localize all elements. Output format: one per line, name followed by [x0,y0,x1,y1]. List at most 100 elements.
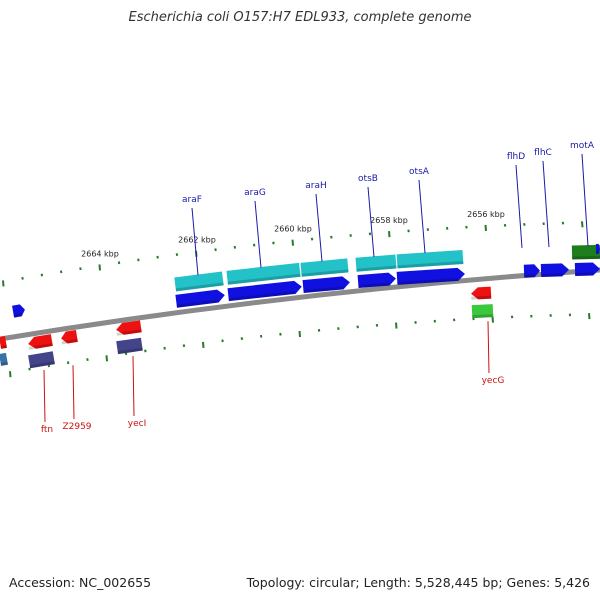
gene-label-araH: araH [305,181,327,191]
cds-araF[interactable] [174,271,224,292]
cds-otsA[interactable] [396,250,464,269]
tick-mark [28,367,31,371]
label-connector [367,186,375,258]
tick-mark [368,232,372,236]
tick-mark [105,355,108,362]
tick-mark [175,253,179,257]
label-connector [515,164,523,248]
tick-mark [317,328,321,332]
gene-otsB[interactable] [357,272,397,289]
tick-mark [491,316,494,323]
kbp-label: 2664 kbp [81,249,119,258]
tick-mark [542,222,545,226]
tick-mark [182,344,186,348]
cds-araG[interactable] [226,262,301,285]
tick-mark [137,258,140,262]
label-connector [191,207,199,276]
gene-label-otsB: otsB [358,174,378,184]
tick-mark [202,341,205,349]
tick-mark [337,327,340,331]
tick-mark [240,337,244,340]
tick-mark [233,245,237,249]
gene-araH[interactable] [302,276,350,294]
gene-Z2959[interactable] [60,330,78,345]
map-title: Escherichia coli O157:H7 EDL933, complet… [128,10,472,25]
tick-mark [79,267,82,271]
label-connector [72,365,75,420]
gene-label-otsA: otsA [409,167,430,177]
tick-mark [414,320,417,324]
label-connector [132,356,135,417]
gene-reverse-left[interactable] [0,336,8,349]
tick-mark [330,235,333,239]
label-connector [487,321,490,374]
tick-mark [221,339,224,343]
gene-label-araF: araF [182,195,202,205]
tick-mark [349,234,352,237]
tick-mark [86,358,89,362]
tick-mark [445,226,449,230]
gene-otsA[interactable] [396,267,466,285]
gene-label-Z2959: Z2959 [62,422,91,432]
gene-label-flhD: flhD [507,152,525,162]
gene-araF[interactable] [175,289,225,308]
gene-ftn[interactable] [27,334,53,350]
tick-mark [117,261,121,265]
gene-label-yecG: yecG [482,376,505,386]
tick-mark [510,315,514,319]
tick-mark [298,330,301,338]
tick-mark [144,349,147,353]
tick-mark [272,241,275,245]
gene-labels: araF araG araH otsB otsA flhD flhC motA ftn Z2959… [41,141,595,435]
cds-araH[interactable] [300,258,349,277]
tick-mark [310,237,314,241]
gene-features[interactable] [0,243,600,369]
label-connector [315,193,323,262]
gene-forward-left[interactable] [12,304,26,318]
kbp-labels: 2664 kbp 2662 kbp 2660 kbp 2658 kbp 2656 kbp [81,210,505,258]
tick-mark [588,313,591,320]
kbp-label: 2660 kbp [274,225,312,234]
genome-summary-text: Topology: circular; Length: 5,528,445 bp… [246,575,590,590]
cds-ftn[interactable] [28,351,55,369]
label-connector [418,179,426,254]
label-connector [581,153,589,247]
gene-flhD[interactable] [523,264,540,278]
gene-yecG[interactable] [471,286,492,300]
genome-backbone [0,267,600,342]
tick-mark [163,346,166,350]
tick-mark [59,270,63,274]
gene-araG[interactable] [227,280,303,302]
label-connector [254,200,262,268]
kbp-label: 2656 kbp [467,210,505,219]
tick-mark [530,314,533,318]
tick-mark [9,371,12,378]
tick-mark [407,229,410,233]
gene-motA[interactable] [574,262,600,276]
cds-yecG[interactable] [471,304,494,319]
label-connector [43,370,46,423]
tick-mark [156,255,159,259]
tick-mark [581,221,584,228]
cds-otsB[interactable] [355,254,397,272]
tick-mark [452,318,456,322]
accession-text: Accession: NC_002655 [9,575,152,590]
cds-motA[interactable] [571,244,600,260]
tick-mark [549,314,552,317]
tick-mark [259,334,263,338]
gene-yecI[interactable] [115,320,142,336]
gene-label-flhC: flhC [534,148,552,158]
tick-mark [375,323,379,327]
tick-mark [523,222,526,226]
cds-reverse-left[interactable] [0,352,9,366]
tick-mark [252,243,256,247]
cds-yecI[interactable] [116,337,143,355]
tick-mark [40,273,44,277]
tick-mark [356,325,359,329]
label-connector [542,160,550,248]
tick-mark [98,264,101,271]
gene-flhC[interactable] [540,263,569,278]
gene-forward-right[interactable] [595,243,600,254]
gene-label-ftn: ftn [41,425,53,435]
